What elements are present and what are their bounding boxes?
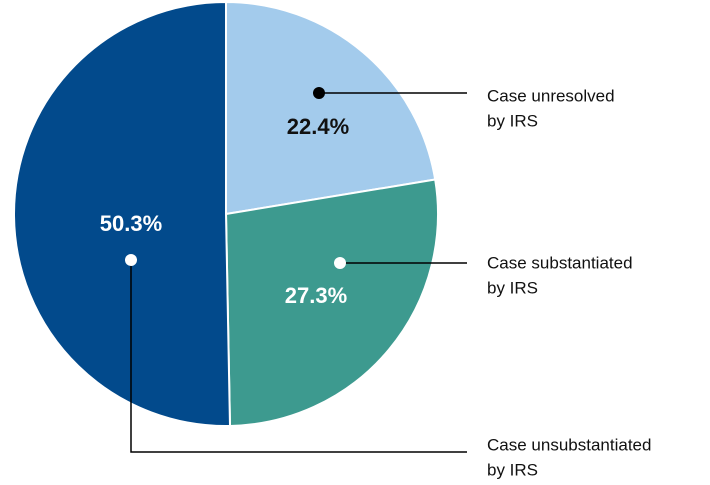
slice-label: Case substantiated [487, 253, 633, 272]
leader-dot [334, 257, 346, 269]
slice-label: by IRS [487, 460, 538, 479]
pie-slice [224, 178, 439, 427]
value-label: 27.3% [285, 283, 347, 308]
slice-label: by IRS [487, 111, 538, 130]
slice-label: by IRS [487, 278, 538, 297]
leader-dot [313, 87, 325, 99]
pie-slice [225, 0, 437, 216]
value-label: 50.3% [100, 211, 162, 236]
value-label: 22.4% [287, 114, 349, 139]
slice-label: Case unresolved [487, 86, 615, 105]
leader-dot [125, 254, 137, 266]
leader-line [130, 260, 467, 453]
slice-label: Case unsubstantiated [487, 435, 651, 454]
pie-slice [12, 0, 232, 427]
